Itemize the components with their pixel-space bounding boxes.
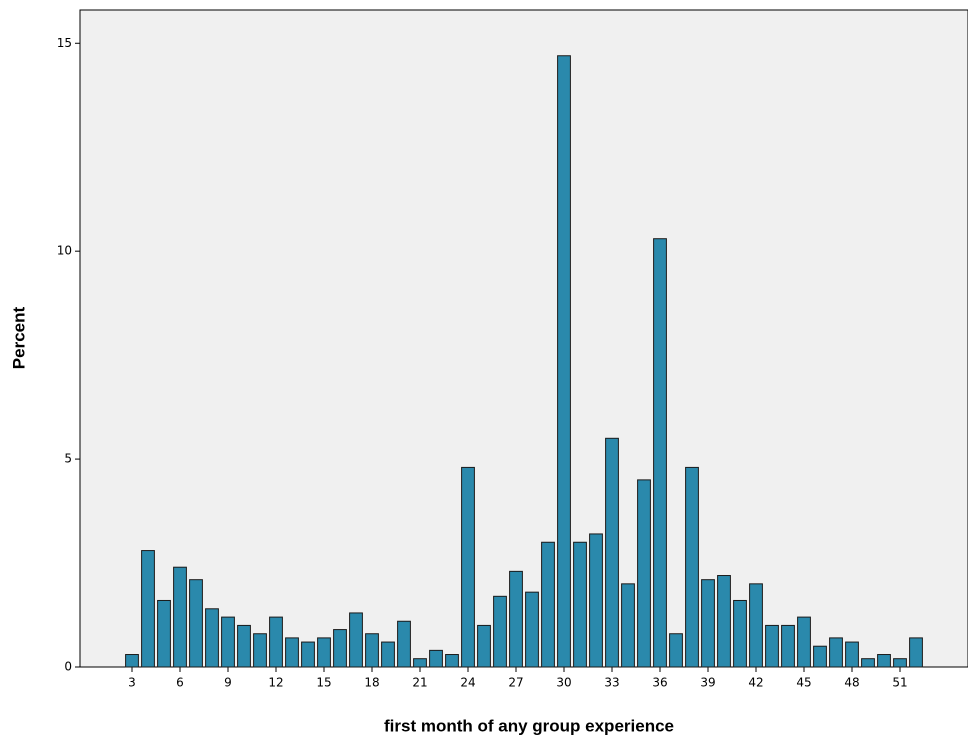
bar xyxy=(141,550,155,668)
y-axis-title: Percent xyxy=(9,306,28,369)
bar xyxy=(173,566,187,668)
bar xyxy=(237,624,251,668)
x-tick-label: 51 xyxy=(892,676,907,690)
bar xyxy=(525,591,539,668)
x-tick-label: 15 xyxy=(316,676,331,690)
bar xyxy=(829,637,843,668)
bar xyxy=(365,633,379,668)
bar xyxy=(765,624,779,668)
x-tick-label: 39 xyxy=(700,676,715,690)
bar xyxy=(509,570,523,668)
x-tick-label: 12 xyxy=(268,676,283,690)
bar xyxy=(429,649,443,668)
bar xyxy=(317,637,331,668)
bar xyxy=(381,641,395,668)
x-tick-label: 33 xyxy=(604,676,619,690)
bar xyxy=(781,624,795,668)
bar xyxy=(557,55,571,668)
bar xyxy=(285,637,299,668)
bar xyxy=(701,579,715,668)
bar xyxy=(269,616,283,668)
bar xyxy=(893,658,907,668)
x-tick-label: 30 xyxy=(556,676,571,690)
x-tick-label: 9 xyxy=(224,676,232,690)
bar xyxy=(813,645,827,668)
bar xyxy=(573,541,587,668)
plot-area xyxy=(79,9,968,668)
bar xyxy=(637,479,651,668)
bar xyxy=(333,629,347,668)
bar xyxy=(397,620,411,668)
bar xyxy=(797,616,811,668)
bar xyxy=(861,658,875,668)
bar xyxy=(589,533,603,668)
bar xyxy=(461,466,475,668)
bar xyxy=(157,599,171,668)
bar xyxy=(621,583,635,668)
x-tick-label: 36 xyxy=(652,676,667,690)
bar xyxy=(845,641,859,668)
bar xyxy=(221,616,235,668)
bar xyxy=(877,654,891,668)
bar xyxy=(685,466,699,668)
bar xyxy=(253,633,267,668)
x-tick-label: 21 xyxy=(412,676,427,690)
y-tick-label: 5 xyxy=(64,452,72,466)
bar xyxy=(909,637,923,668)
y-tick-label: 15 xyxy=(57,36,72,50)
bar xyxy=(605,437,619,668)
bar xyxy=(717,575,731,668)
bar xyxy=(493,595,507,668)
x-tick-label: 18 xyxy=(364,676,379,690)
x-tick-label: 45 xyxy=(796,676,811,690)
x-axis-title: first month of any group experience xyxy=(384,716,674,735)
bar xyxy=(349,612,363,668)
bar xyxy=(477,624,491,668)
bar xyxy=(301,641,315,668)
bar xyxy=(541,541,555,668)
x-tick-label: 48 xyxy=(844,676,859,690)
x-tick-label: 27 xyxy=(508,676,523,690)
x-tick-label: 6 xyxy=(176,676,184,690)
bar xyxy=(653,238,667,668)
bar xyxy=(445,654,459,668)
y-tick-label: 10 xyxy=(57,244,72,258)
x-tick-label: 42 xyxy=(748,676,763,690)
x-tick-label: 24 xyxy=(460,676,475,690)
bar xyxy=(733,599,747,668)
x-tick-label: 3 xyxy=(128,676,136,690)
bar xyxy=(205,608,219,668)
bar xyxy=(413,658,427,668)
bar xyxy=(189,579,203,668)
bar xyxy=(749,583,763,668)
bar xyxy=(125,654,139,668)
bar xyxy=(669,633,683,668)
y-tick-label: 0 xyxy=(64,660,72,674)
